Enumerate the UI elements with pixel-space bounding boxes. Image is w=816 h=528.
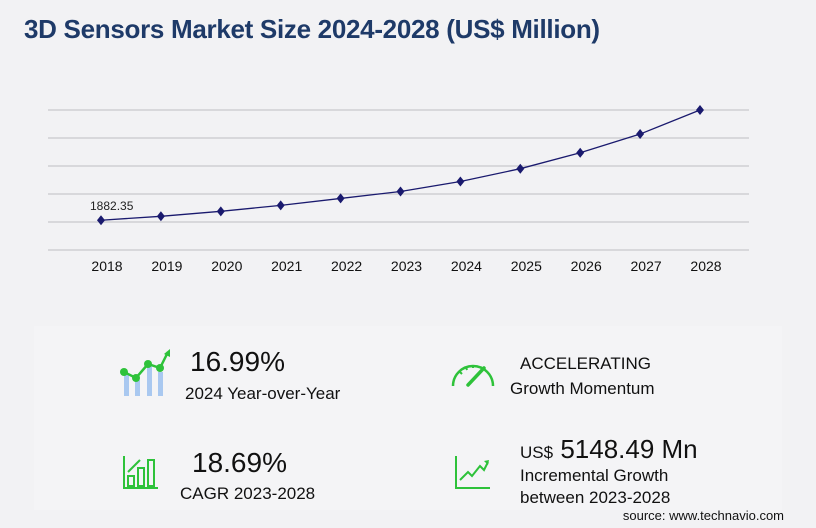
data-point-2020 [216, 206, 225, 217]
x-tick-label: 2018 [91, 258, 122, 274]
data-point-2023 [396, 186, 405, 197]
series-line [100, 109, 701, 221]
x-tick-label: 2025 [511, 258, 542, 274]
momentum-value: ACCELERATING [520, 354, 651, 373]
data-point-2025 [516, 163, 525, 174]
x-tick-label: 2026 [571, 258, 602, 274]
data-label: 1882.35 [90, 199, 134, 213]
yoy-value: 16.99% [190, 346, 285, 377]
x-tick-label: 2022 [331, 258, 362, 274]
cagr-value: 18.69% [192, 447, 287, 478]
speedometer-icon [451, 364, 495, 387]
data-point-2022 [336, 193, 345, 204]
chart-title: 3D Sensors Market Size 2024-2028 (US$ Mi… [24, 14, 600, 44]
bar-line-chart-icon [120, 349, 170, 396]
incremental-label-1: Incremental Growth [520, 466, 669, 485]
data-point-2018 [97, 215, 105, 226]
cagr-label: CAGR 2023-2028 [180, 484, 316, 503]
x-tick-label: 2024 [451, 258, 482, 274]
incremental-amount: 5148.49 Mn [560, 434, 698, 464]
data-point-2028 [696, 105, 704, 116]
x-tick-label: 2019 [151, 258, 182, 274]
x-tick-label: 2028 [690, 258, 721, 274]
yoy-label: 2024 Year-over-Year [185, 384, 341, 403]
source-text: source: www.technavio.com [622, 508, 784, 523]
data-point-2021 [276, 200, 285, 211]
data-point-2027 [636, 129, 645, 140]
data-point-2026 [576, 147, 585, 158]
momentum-label: Growth Momentum [510, 379, 655, 398]
incremental-label-2: between 2023-2028 [520, 488, 671, 507]
x-tick-label: 2021 [271, 258, 302, 274]
kpi-panel [34, 326, 782, 510]
currency-prefix: US$ [520, 443, 554, 462]
growth-bars-icon [123, 456, 158, 489]
x-tick-label: 2020 [211, 258, 242, 274]
trend-up-icon [455, 456, 490, 489]
x-tick-label: 2023 [391, 258, 422, 274]
data-point-2024 [456, 176, 465, 187]
line-chart: 2018 2019 2020 2021 2022 2023 2024 2025 2026 2027… [48, 105, 749, 274]
x-tick-label: 2027 [631, 258, 662, 274]
incremental-value: US$ 5148.49 Mn [520, 434, 698, 465]
data-point-2019 [156, 211, 165, 222]
